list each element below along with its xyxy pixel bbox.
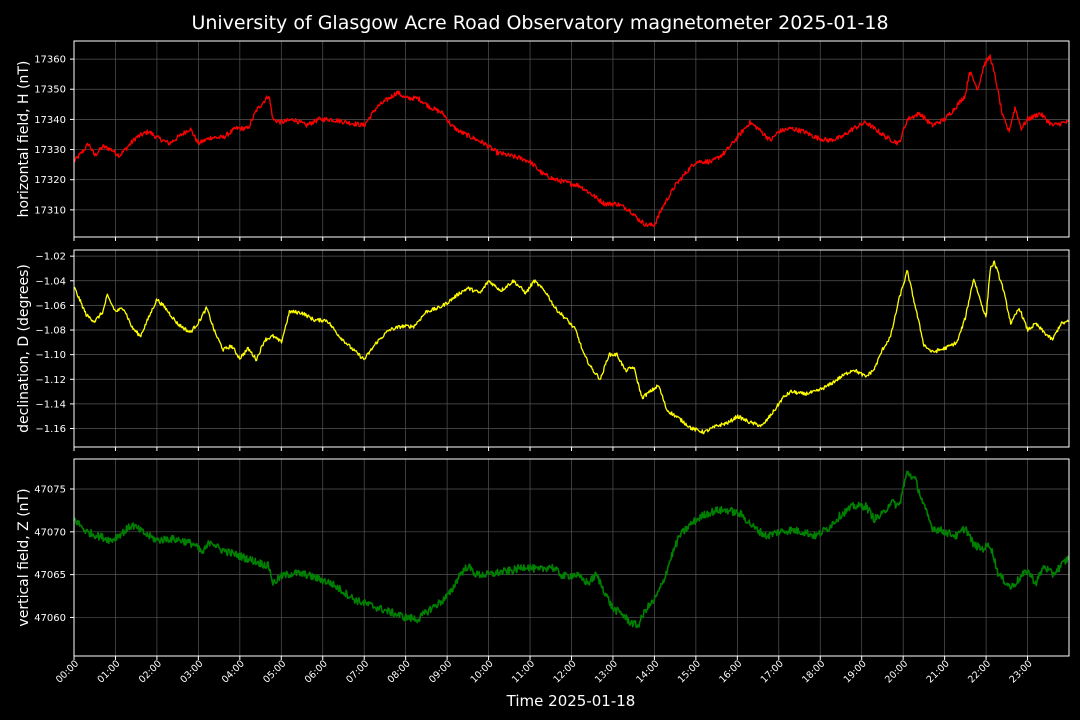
y-tick-label: 17340 bbox=[34, 115, 66, 126]
y-tick-label: 47070 bbox=[34, 527, 66, 538]
y-tick-label: −1.08 bbox=[35, 326, 66, 337]
y-tick-label: −1.10 bbox=[35, 350, 66, 361]
y-tick-label: 17360 bbox=[34, 55, 66, 66]
y-tick-label: −1.04 bbox=[35, 276, 66, 287]
y-tick-label: −1.16 bbox=[35, 424, 66, 435]
x-axis-label: Time 2025-01-18 bbox=[506, 692, 636, 710]
y-tick-label: 47075 bbox=[34, 484, 66, 495]
y-tick-label: 17330 bbox=[34, 145, 66, 156]
y-tick-label: 17310 bbox=[34, 205, 66, 216]
y-tick-label: 17320 bbox=[34, 175, 66, 186]
y-tick-label: −1.14 bbox=[35, 399, 66, 410]
y-tick-label: 17350 bbox=[34, 85, 66, 96]
chart-title: University of Glasgow Acre Road Observat… bbox=[191, 12, 888, 34]
y-tick-label: −1.12 bbox=[35, 375, 66, 386]
y-axis-label: declination, D (degrees) bbox=[16, 264, 32, 433]
y-tick-label: 47065 bbox=[34, 570, 66, 581]
y-tick-label: −1.06 bbox=[35, 301, 66, 312]
y-tick-label: −1.02 bbox=[35, 252, 66, 263]
y-axis-label: horizontal field, H (nT) bbox=[16, 61, 32, 218]
y-tick-label: 47060 bbox=[34, 613, 66, 624]
y-axis-label: vertical field, Z (nT) bbox=[16, 488, 32, 626]
